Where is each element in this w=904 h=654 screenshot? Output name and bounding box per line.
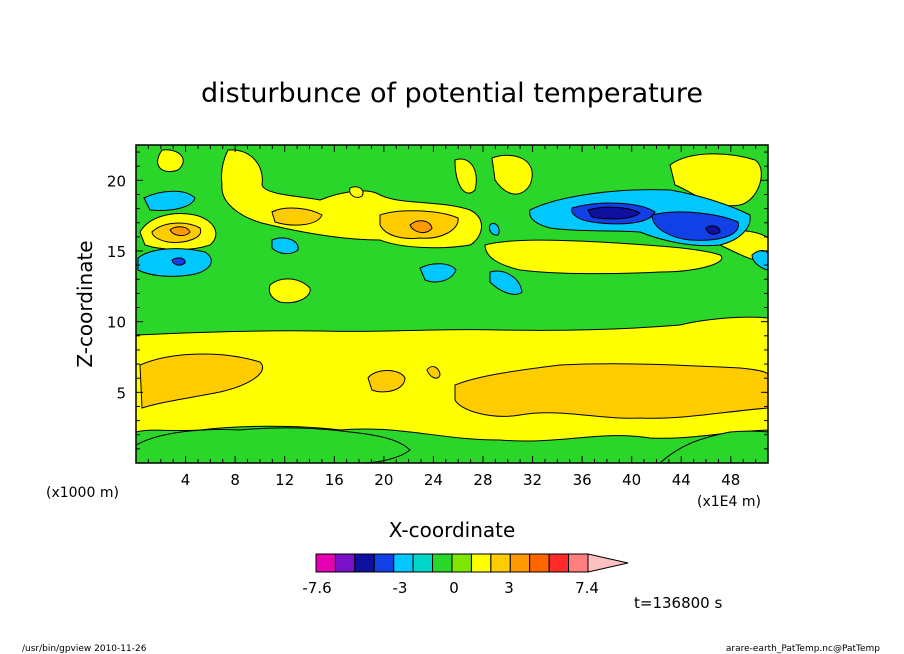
colorbar-swatch (373, 553, 395, 573)
colorbar-swatch (568, 553, 589, 573)
field-region (587, 206, 641, 220)
y-axis-label: Z-coordinate (73, 240, 97, 367)
colorbar-swatch (334, 553, 356, 573)
x-tick-label: 8 (230, 471, 240, 489)
x-tick-label: 32 (523, 471, 542, 489)
field-region (491, 154, 533, 195)
y-tick-label: 5 (116, 384, 126, 402)
colorbar-swatch (393, 553, 414, 573)
colorbar-swatch (451, 553, 472, 573)
x-unit-left: (x1000 m) (46, 485, 119, 501)
field-region (271, 207, 323, 226)
field-region (367, 370, 406, 393)
field-region (409, 220, 433, 233)
colorbar-swatch (412, 553, 434, 573)
plot-frame (135, 144, 769, 464)
x-tick-label: 28 (473, 471, 492, 489)
y-tick-label: 10 (107, 314, 126, 332)
y-tick-label: 15 (107, 243, 126, 261)
colorbar-swatch (315, 553, 336, 573)
chart-title: disturbunce of potential temperature (201, 78, 703, 109)
field-region (489, 222, 500, 236)
x-tick-label: 40 (622, 471, 641, 489)
x-tick-label: 44 (672, 471, 691, 489)
colorbar-labels: -7.6 -3 0 3 7.4 (302, 579, 599, 597)
x-tick-label: 12 (275, 471, 294, 489)
colorbar-tick-label: -3 (393, 579, 408, 597)
field-region (136, 427, 411, 463)
x-axis: 4 8 12 16 20 24 28 32 36 40 44 48 (147, 145, 757, 489)
x-tick-label: 36 (573, 471, 592, 489)
colorbar-swatch (509, 553, 531, 573)
field-region (171, 257, 186, 266)
field-region (349, 186, 364, 198)
colorbar-swatch (432, 553, 453, 573)
x-tick-label: 16 (325, 471, 344, 489)
colorbar-tick-label: 3 (504, 579, 514, 597)
time-label: t=136800 s (634, 594, 722, 612)
x-tick-label: 20 (374, 471, 393, 489)
y-axis: 5 10 15 20 (107, 151, 768, 450)
field-region (705, 225, 721, 235)
footer-right: arare-earth_PatTemp.nc@PatTemp (726, 644, 880, 654)
colorbar-swatch (490, 553, 511, 573)
colorbar (315, 553, 629, 573)
field-region (426, 366, 441, 379)
x-tick-label: 4 (181, 471, 191, 489)
field-region (169, 226, 191, 236)
x-axis-label: X-coordinate (389, 518, 516, 542)
field-region (271, 237, 299, 255)
footer-left: /usr/bin/gpview 2010-11-26 (22, 644, 147, 654)
y-tick-label: 20 (107, 172, 126, 190)
field-region (484, 239, 723, 275)
colorbar-swatch (548, 553, 570, 573)
field-region (419, 263, 457, 283)
x-unit-right: (x1E4 m) (697, 494, 761, 510)
field-region (454, 158, 477, 194)
field-region (268, 278, 311, 304)
x-tick-label: 24 (424, 471, 443, 489)
field-region (143, 190, 196, 211)
field-region (157, 149, 184, 173)
field-region (489, 270, 523, 295)
field-region (454, 363, 768, 419)
colorbar-tick-label: 0 (449, 579, 459, 597)
colorbar-swatch (587, 553, 629, 573)
plot-area (135, 144, 769, 464)
colorbar-swatch (529, 553, 550, 573)
field-region (139, 353, 263, 409)
colorbar-swatch (470, 553, 492, 573)
colorbar-tick-label: 7.4 (575, 579, 599, 597)
colorbar-swatch (354, 553, 375, 573)
colorbar-tick-label: -7.6 (302, 579, 331, 597)
x-tick-label: 48 (721, 471, 740, 489)
